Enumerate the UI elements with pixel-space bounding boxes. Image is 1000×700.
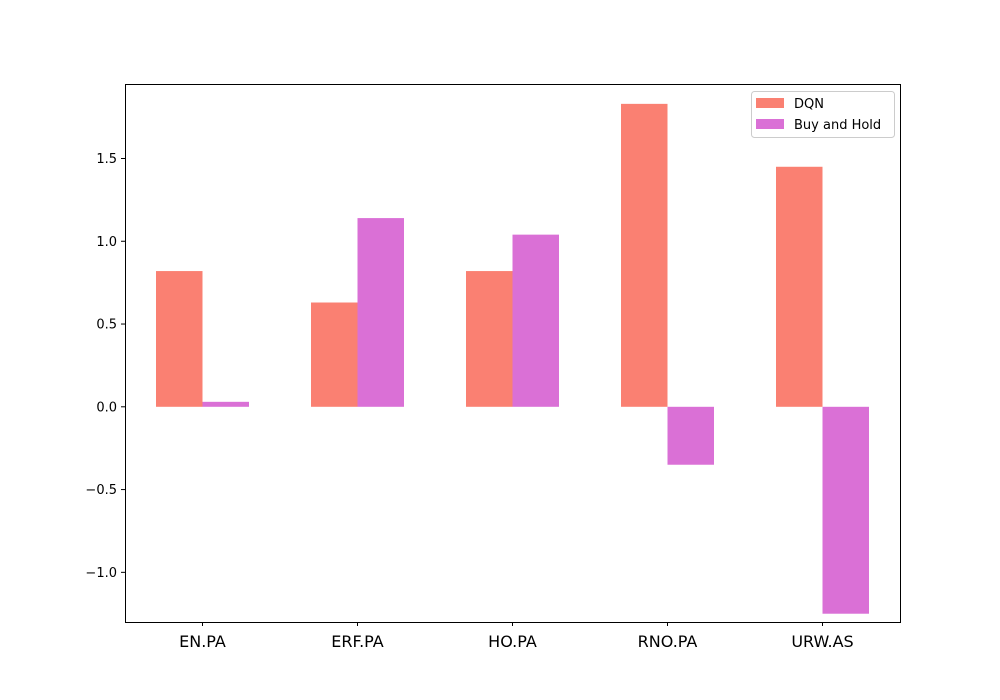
- x-tick-label: EN.PA: [179, 632, 226, 651]
- x-tick-label: URW.AS: [791, 632, 853, 651]
- bars-group: [156, 103, 869, 614]
- y-tick-label: 0.5: [96, 318, 117, 333]
- x-tick-label: ERF.PA: [331, 632, 384, 651]
- x-tick-label: HO.PA: [488, 632, 537, 651]
- y-tick-label: −1.0: [85, 566, 117, 581]
- y-tick-label: −0.5: [85, 483, 117, 498]
- bar-dqn-rno-pa: [621, 103, 668, 407]
- bar-buy-and-hold-erf-pa: [357, 218, 404, 407]
- legend: DQN Buy and Hold: [751, 91, 895, 138]
- bar-buy-and-hold-rno-pa: [667, 406, 714, 465]
- bar-buy-and-hold-ho-pa: [512, 234, 559, 407]
- bar-buy-and-hold-urw-as: [822, 406, 869, 614]
- legend-label-buy-and-hold: Buy and Hold: [794, 118, 881, 133]
- legend-label-dqn: DQN: [794, 97, 824, 112]
- y-tick-label: 0.0: [96, 400, 117, 415]
- legend-swatch-dqn: [756, 98, 784, 108]
- y-tick-label: 1.5: [96, 152, 117, 167]
- bar-dqn-urw-as: [776, 166, 823, 407]
- legend-box: [751, 91, 895, 138]
- y-axis: −1.0 −0.5 0.0 0.5 1.0 1.5: [85, 152, 125, 581]
- x-tick-label: RNO.PA: [638, 632, 698, 651]
- bar-buy-and-hold-en-pa: [202, 401, 249, 407]
- bar-dqn-ho-pa: [466, 271, 513, 407]
- plot-frame: [125, 84, 901, 623]
- x-axis: EN.PA ERF.PA HO.PA RNO.PA URW.AS: [179, 622, 854, 651]
- legend-swatch-buy-and-hold: [756, 119, 784, 129]
- y-tick-label: 1.0: [96, 235, 117, 250]
- bar-dqn-en-pa: [156, 271, 203, 407]
- bar-dqn-erf-pa: [311, 302, 358, 407]
